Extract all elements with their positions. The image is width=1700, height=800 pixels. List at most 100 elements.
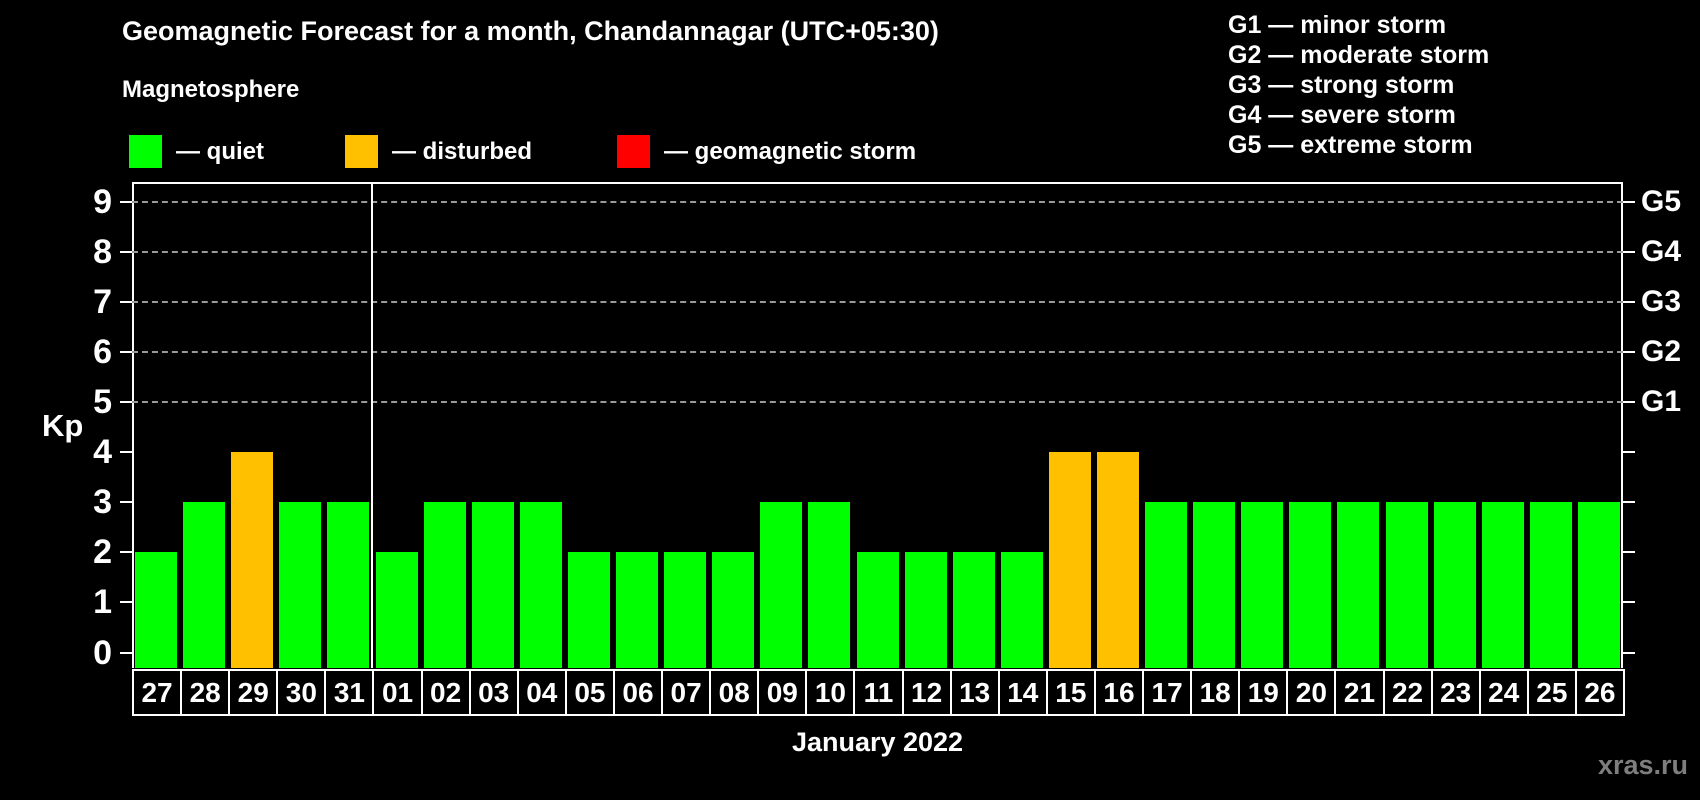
y-tick-label-4: 4 xyxy=(93,433,112,472)
x-tick-label-23: 23 xyxy=(1430,669,1481,716)
month-separator-line xyxy=(371,182,374,668)
x-tick-label-02: 02 xyxy=(420,669,471,716)
x-tick-label-28: 28 xyxy=(180,669,231,716)
y-tick-label-7: 7 xyxy=(93,282,112,321)
disturbed-color-swatch xyxy=(345,135,378,168)
x-tick-label-13: 13 xyxy=(949,669,1000,716)
gridline-kp9 xyxy=(132,200,1623,203)
kp-bar-01 xyxy=(375,552,418,668)
y-axis-label: Kp xyxy=(42,408,84,443)
x-axis-month-label: January 2022 xyxy=(791,727,964,757)
y-tick-left-8 xyxy=(120,250,132,253)
legend-item-quiet: — quiet xyxy=(129,135,264,168)
right-axis-label-g3: G3 xyxy=(1641,284,1682,318)
x-tick-label-26: 26 xyxy=(1574,669,1625,716)
kp-bar-04 xyxy=(519,502,562,668)
legend-item-disturbed: — disturbed xyxy=(345,135,532,168)
kp-bar-13 xyxy=(952,552,995,668)
storm-scale-g1: G1 — minor storm xyxy=(1228,11,1447,39)
y-tick-left-9 xyxy=(120,200,132,203)
x-tick-label-08: 08 xyxy=(709,669,760,716)
x-tick-label-04: 04 xyxy=(516,669,567,716)
y-tick-label-3: 3 xyxy=(93,483,112,522)
gridline-kp8 xyxy=(132,250,1623,253)
chart-title: Geomagnetic Forecast for a month, Chanda… xyxy=(122,16,939,46)
storm-color-swatch xyxy=(617,135,650,168)
y-tick-label-0: 0 xyxy=(93,633,112,672)
y-tick-left-7 xyxy=(120,300,132,303)
right-axis-label-g4: G4 xyxy=(1641,234,1682,268)
kp-bar-22 xyxy=(1385,502,1428,668)
kp-bar-05 xyxy=(567,552,610,668)
kp-bar-15 xyxy=(1048,452,1091,668)
kp-bar-07 xyxy=(664,552,707,668)
x-tick-label-18: 18 xyxy=(1190,669,1241,716)
right-axis-label-g1: G1 xyxy=(1641,385,1682,418)
y-tick-label-2: 2 xyxy=(93,533,112,572)
kp-bar-31 xyxy=(327,502,370,668)
x-tick-label-01: 01 xyxy=(372,669,423,716)
x-tick-label-14: 14 xyxy=(997,669,1048,716)
y-tick-right-4 xyxy=(1623,451,1635,454)
gridline-kp5 xyxy=(132,401,1623,403)
storm-scale-g5: G5 — extreme storm xyxy=(1228,131,1473,159)
x-tick-label-19: 19 xyxy=(1238,669,1289,716)
storm-scale-g3: G3 — strong storm xyxy=(1228,71,1455,99)
kp-bar-26 xyxy=(1577,502,1620,668)
kp-bar-02 xyxy=(423,502,466,668)
kp-bar-09 xyxy=(760,502,803,668)
y-tick-left-0 xyxy=(120,651,132,654)
x-tick-label-06: 06 xyxy=(612,669,664,716)
y-tick-left-3 xyxy=(120,501,132,504)
x-tick-label-22: 22 xyxy=(1382,669,1433,716)
y-tick-left-6 xyxy=(120,350,132,353)
y-tick-label-6: 6 xyxy=(93,332,112,371)
kp-bar-28 xyxy=(183,502,226,668)
right-axis-label-g2: G2 xyxy=(1641,334,1682,368)
watermark: xras.ru xyxy=(1597,750,1688,780)
kp-bar-25 xyxy=(1529,502,1572,668)
y-tick-label-9: 9 xyxy=(93,182,112,221)
kp-bar-21 xyxy=(1337,502,1380,668)
x-tick-label-24: 24 xyxy=(1478,669,1529,716)
legend-label-disturbed: — disturbed xyxy=(392,137,533,165)
legend-label-storm: — geomagnetic storm xyxy=(664,137,917,165)
kp-bar-23 xyxy=(1433,502,1476,668)
x-tick-label-30: 30 xyxy=(276,669,327,716)
kp-bar-12 xyxy=(904,552,947,668)
kp-bar-29 xyxy=(231,452,274,668)
x-tick-label-31: 31 xyxy=(324,669,375,716)
y-tick-right-1 xyxy=(1623,601,1635,604)
y-tick-right-6 xyxy=(1623,350,1635,353)
kp-bar-14 xyxy=(1000,552,1043,668)
x-tick-label-03: 03 xyxy=(468,669,519,716)
kp-bar-18 xyxy=(1193,502,1236,668)
x-tick-label-10: 10 xyxy=(805,669,856,716)
x-tick-label-11: 11 xyxy=(853,669,904,716)
storm-scale-g4: G4 — severe storm xyxy=(1228,101,1456,129)
kp-bar-08 xyxy=(712,552,755,668)
y-tick-right-7 xyxy=(1623,300,1635,303)
kp-bar-03 xyxy=(471,502,514,668)
quiet-color-swatch xyxy=(129,135,162,168)
x-tick-label-25: 25 xyxy=(1526,669,1577,716)
y-tick-left-4 xyxy=(120,451,132,454)
x-tick-label-27: 27 xyxy=(132,669,183,716)
y-tick-right-3 xyxy=(1623,501,1635,504)
gridline-kp6 xyxy=(132,350,1623,353)
x-tick-label-05: 05 xyxy=(564,669,615,716)
x-tick-label-21: 21 xyxy=(1334,669,1385,716)
kp-bar-27 xyxy=(135,552,178,668)
x-tick-label-12: 12 xyxy=(901,669,952,716)
kp-bar-16 xyxy=(1096,452,1139,668)
x-tick-label-20: 20 xyxy=(1286,669,1337,716)
y-tick-left-2 xyxy=(120,551,132,554)
x-axis-date-row: 27 28 29 30 31 01 02 03 04 05 06 07 08 09 10 11 12 13 14 15… xyxy=(132,669,1625,716)
kp-bar-19 xyxy=(1241,502,1284,668)
right-axis-label-g5: G5 xyxy=(1641,184,1682,218)
y-tick-left-5 xyxy=(120,401,132,403)
y-tick-right-8 xyxy=(1623,250,1635,253)
chart-subtitle: Magnetosphere xyxy=(122,76,300,103)
y-tick-right-2 xyxy=(1623,551,1635,554)
